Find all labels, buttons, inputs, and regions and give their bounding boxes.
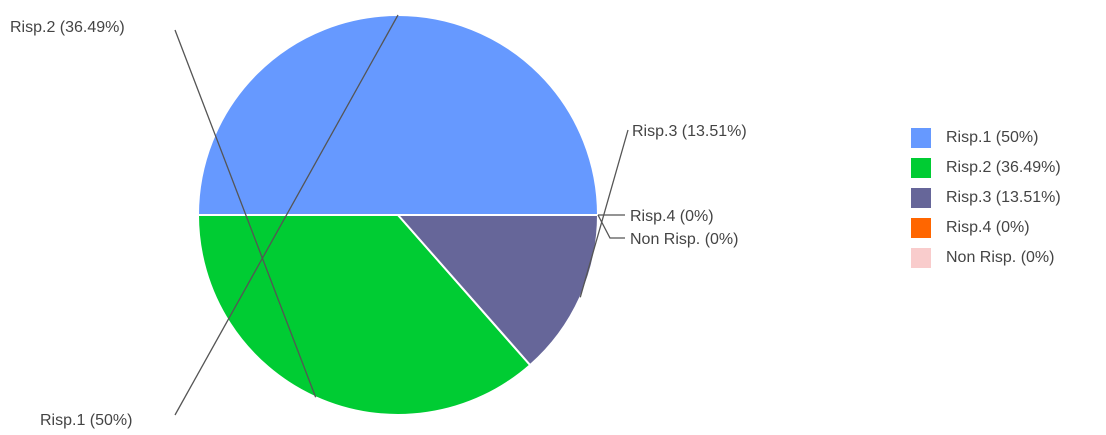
- legend-swatch-risp-2: [911, 158, 931, 178]
- legend-item-non-risp[interactable]: Non Risp. (0%): [911, 248, 1101, 268]
- pie-slice-risp-1[interactable]: [196, 14, 600, 216]
- legend-item-risp-1[interactable]: Risp.1 (50%): [911, 128, 1101, 148]
- slice-label-risp-4: Risp.4 (0%): [630, 208, 714, 225]
- leader-line-non-risp: [597, 214, 625, 239]
- leader-line-risp-3: [579, 129, 629, 298]
- legend-swatch-risp-1: [911, 128, 931, 148]
- legend-item-risp-2[interactable]: Risp.2 (36.49%): [911, 158, 1101, 178]
- legend-swatch-risp-3: [911, 188, 931, 208]
- legend-swatch-risp-4: [911, 218, 931, 238]
- legend-swatch-non-risp: [911, 248, 931, 268]
- pie-slices: [196, 14, 600, 416]
- slice-label-non-risp: Non Risp. (0%): [630, 231, 738, 248]
- legend-label-risp-1: Risp.1 (50%): [946, 129, 1039, 146]
- legend: Risp.1 (50%) Risp.2 (36.49%) Risp.3 (13.…: [911, 128, 1101, 278]
- leader-line-risp-1: [174, 14, 399, 416]
- slice-label-risp-1: Risp.1 (50%): [40, 412, 132, 429]
- slice-labels: Risp.1 (50%) Risp.2 (36.49%) Risp.3 (13.…: [10, 19, 747, 429]
- slice-label-risp-2: Risp.2 (36.49%): [10, 19, 125, 36]
- legend-label-risp-2: Risp.2 (36.49%): [946, 159, 1061, 176]
- legend-label-non-risp: Non Risp. (0%): [946, 249, 1055, 266]
- legend-item-risp-4[interactable]: Risp.4 (0%): [911, 218, 1101, 238]
- legend-label-risp-4: Risp.4 (0%): [946, 219, 1030, 236]
- leader-line-risp-2: [174, 29, 317, 398]
- slice-leader-lines: [174, 14, 629, 416]
- legend-item-risp-3[interactable]: Risp.3 (13.51%): [911, 188, 1101, 208]
- slice-label-risp-3: Risp.3 (13.51%): [632, 123, 747, 140]
- legend-label-risp-3: Risp.3 (13.51%): [946, 189, 1061, 206]
